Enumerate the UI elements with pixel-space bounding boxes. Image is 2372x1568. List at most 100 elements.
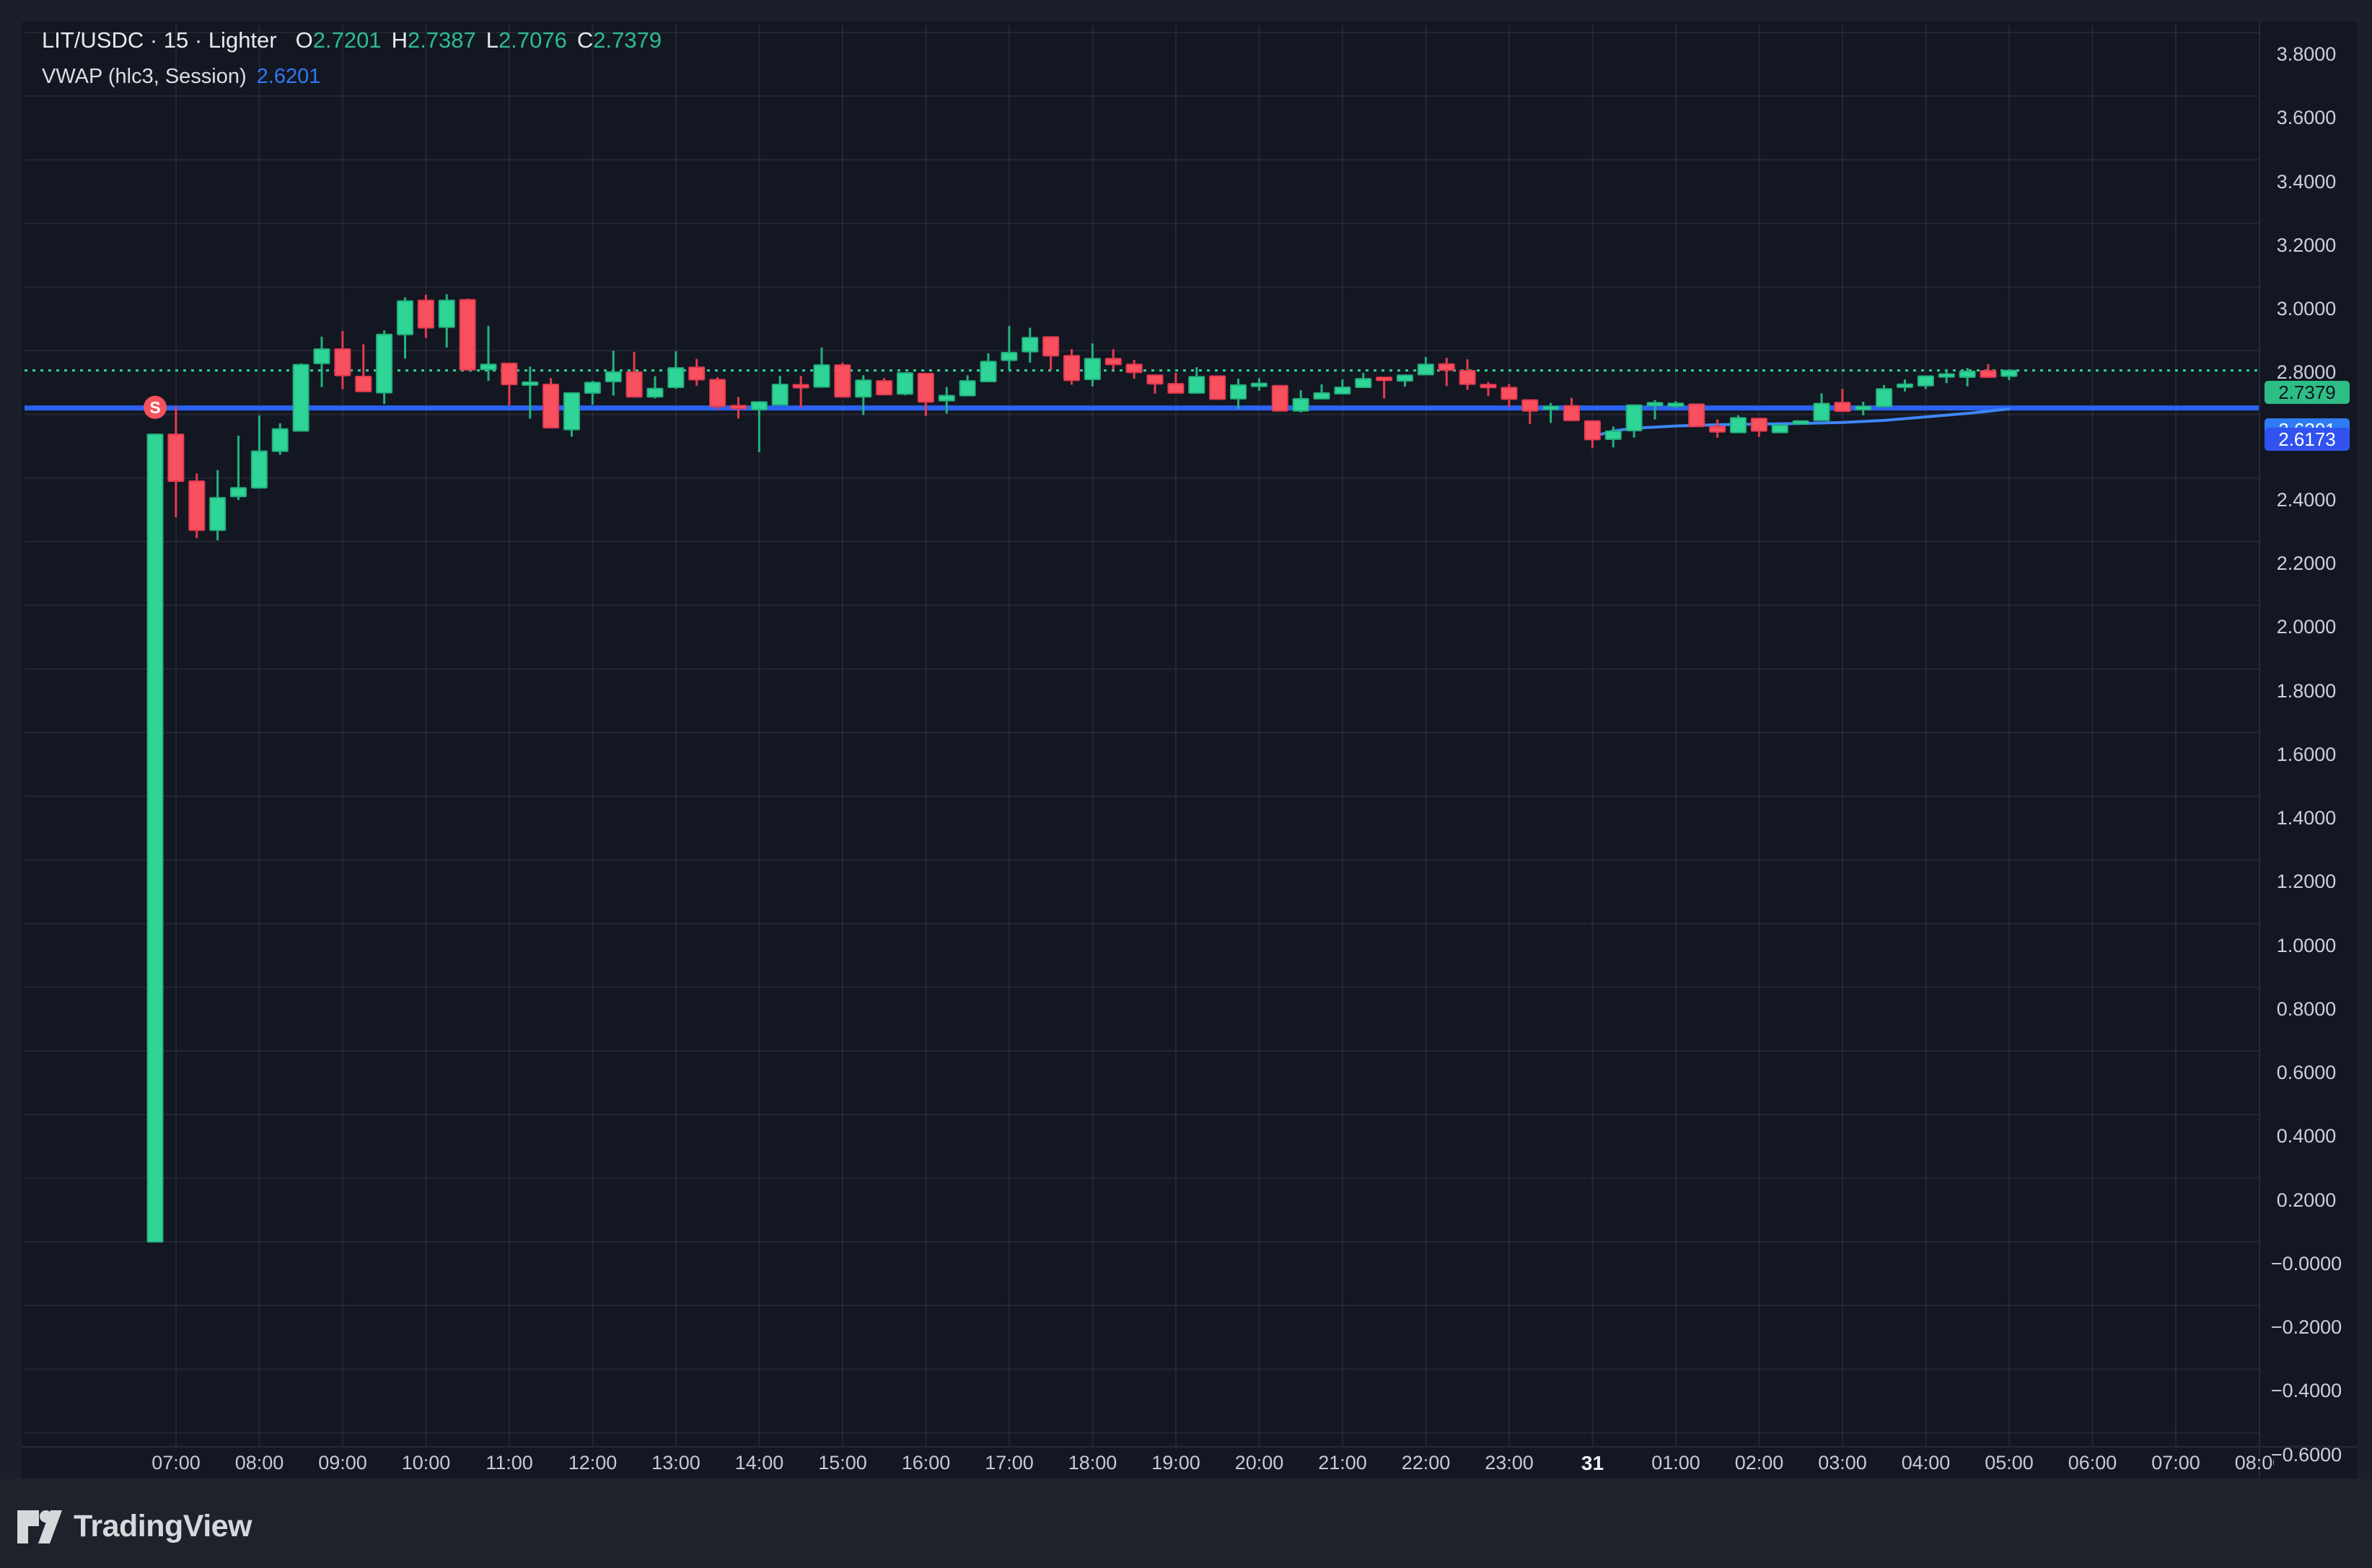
- price-badge-last[interactable]: 2.7379: [2265, 380, 2350, 404]
- candle-body[interactable]: [1688, 403, 1705, 428]
- candle-body[interactable]: [1209, 375, 1226, 400]
- candle-body[interactable]: [1667, 402, 1684, 408]
- candle-body[interactable]: [438, 299, 455, 328]
- candle-body[interactable]: [959, 380, 976, 397]
- candle-body[interactable]: [480, 364, 497, 371]
- candle-body[interactable]: [1334, 386, 1351, 395]
- price-chart-canvas[interactable]: S: [22, 22, 2358, 1479]
- candle-body[interactable]: [688, 366, 706, 381]
- candle-body[interactable]: [1750, 418, 1767, 432]
- candle-body[interactable]: [1980, 370, 1997, 378]
- candle-body[interactable]: [917, 373, 934, 403]
- candle-body[interactable]: [771, 384, 789, 406]
- candle-body[interactable]: [292, 364, 309, 432]
- time-axis[interactable]: 07:00 08:00 09:00 10:00 11:00 12:00 13:00 14:00…: [22, 1448, 2274, 1479]
- candle-body[interactable]: [1292, 397, 1309, 412]
- candle-body[interactable]: [625, 371, 643, 398]
- candle-body[interactable]: [897, 372, 913, 395]
- candle-body[interactable]: [1313, 392, 1330, 400]
- candle-body[interactable]: [1397, 374, 1413, 382]
- candle-body[interactable]: [1834, 402, 1851, 413]
- candle-body[interactable]: [1855, 405, 1872, 410]
- candle-body[interactable]: [1104, 358, 1122, 366]
- candle-body[interactable]: [2000, 369, 2018, 377]
- candle-body[interactable]: [1876, 388, 1893, 408]
- symbol-title[interactable]: LIT/USDC · 15 · Lighter: [42, 27, 277, 53]
- candle-body[interactable]: [1730, 417, 1747, 433]
- candle-body[interactable]: [730, 405, 747, 410]
- candle-body[interactable]: [855, 379, 872, 398]
- candle-body[interactable]: [1438, 363, 1455, 371]
- candle-body[interactable]: [209, 497, 227, 532]
- tradingview-logo[interactable]: TradingView: [17, 1509, 252, 1544]
- candle-body[interactable]: [1583, 420, 1601, 441]
- candle-body[interactable]: [1042, 336, 1060, 357]
- candle-body[interactable]: [1125, 364, 1143, 374]
- candle-body[interactable]: [605, 371, 622, 383]
- candle-body[interactable]: [1917, 375, 1934, 387]
- candle-body[interactable]: [334, 348, 351, 376]
- candle-body[interactable]: [1271, 384, 1288, 412]
- candle-body[interactable]: [1521, 399, 1539, 412]
- candle-body[interactable]: [230, 487, 247, 498]
- candle-body[interactable]: [792, 384, 809, 389]
- candle-body[interactable]: [417, 299, 434, 329]
- candle-body[interactable]: [646, 387, 664, 398]
- candle-body[interactable]: [1542, 405, 1560, 410]
- candle-body[interactable]: [167, 433, 185, 483]
- candle-body[interactable]: [980, 361, 997, 383]
- candle-body[interactable]: [1959, 370, 1976, 378]
- candle-body[interactable]: [459, 299, 476, 371]
- candle-body[interactable]: [188, 480, 206, 532]
- candle-body[interactable]: [1376, 376, 1393, 382]
- candle-body[interactable]: [1480, 384, 1497, 389]
- candle-body[interactable]: [1250, 382, 1268, 387]
- candle-body[interactable]: [709, 379, 726, 408]
- candle-body[interactable]: [313, 348, 330, 364]
- candle-body[interactable]: [1355, 378, 1372, 388]
- candle-body[interactable]: [667, 367, 685, 388]
- sell-marker-icon[interactable]: [144, 395, 167, 419]
- candle-body[interactable]: [1417, 364, 1434, 376]
- candle-body[interactable]: [1063, 355, 1080, 382]
- candle-body[interactable]: [522, 381, 539, 386]
- candle-body[interactable]: [1167, 383, 1185, 394]
- candle-body[interactable]: [1230, 384, 1247, 400]
- candle-body[interactable]: [1022, 337, 1039, 353]
- candle-body[interactable]: [876, 380, 893, 396]
- candle-body[interactable]: [1001, 351, 1018, 361]
- candle-body[interactable]: [355, 375, 372, 392]
- candle-body[interactable]: [1625, 404, 1643, 432]
- chart-surface[interactable]: S LIT/USDC · 15 · Lighter O2.7201 H2.7387 L…: [21, 21, 2358, 1479]
- price-badge-vwap2[interactable]: 2.6173: [2265, 427, 2350, 451]
- candle-body[interactable]: [563, 392, 580, 431]
- candle-body[interactable]: [271, 428, 289, 452]
- candle-body[interactable]: [543, 384, 560, 429]
- symbol-legend-row[interactable]: LIT/USDC · 15 · Lighter O2.7201 H2.7387 L2.…: [42, 25, 672, 57]
- candle-body[interactable]: [1709, 426, 1726, 433]
- candle-body[interactable]: [938, 395, 955, 402]
- candle-body[interactable]: [1604, 430, 1622, 440]
- candle-body[interactable]: [146, 433, 164, 1243]
- candle-body[interactable]: [1501, 387, 1518, 400]
- candle-body[interactable]: [813, 364, 830, 388]
- candle-body[interactable]: [376, 333, 393, 394]
- candle-body[interactable]: [1897, 383, 1913, 388]
- candle-body[interactable]: [1146, 374, 1164, 385]
- indicator-legend-row[interactable]: VWAP (hlc3, Session) 2.6201: [42, 61, 672, 92]
- candle-body[interactable]: [1813, 402, 1830, 421]
- candle-body[interactable]: [501, 362, 518, 386]
- candle-body[interactable]: [750, 401, 768, 410]
- candle-body[interactable]: [1563, 405, 1580, 421]
- candle-body[interactable]: [1084, 358, 1101, 380]
- candle-body[interactable]: [1646, 402, 1664, 407]
- candle-body[interactable]: [1459, 370, 1476, 385]
- candle-body[interactable]: [834, 364, 851, 398]
- candle-body[interactable]: [250, 450, 268, 489]
- indicator-title[interactable]: VWAP (hlc3, Session): [42, 64, 247, 88]
- candle-body[interactable]: [1771, 424, 1788, 433]
- candle-body[interactable]: [1938, 373, 1955, 378]
- candle-body[interactable]: [1792, 420, 1809, 425]
- candle-body[interactable]: [584, 382, 601, 394]
- price-axis[interactable]: 3.8000 3.6000 3.4000 3.2000 3.0000 2.8000 2.40…: [2260, 22, 2358, 1479]
